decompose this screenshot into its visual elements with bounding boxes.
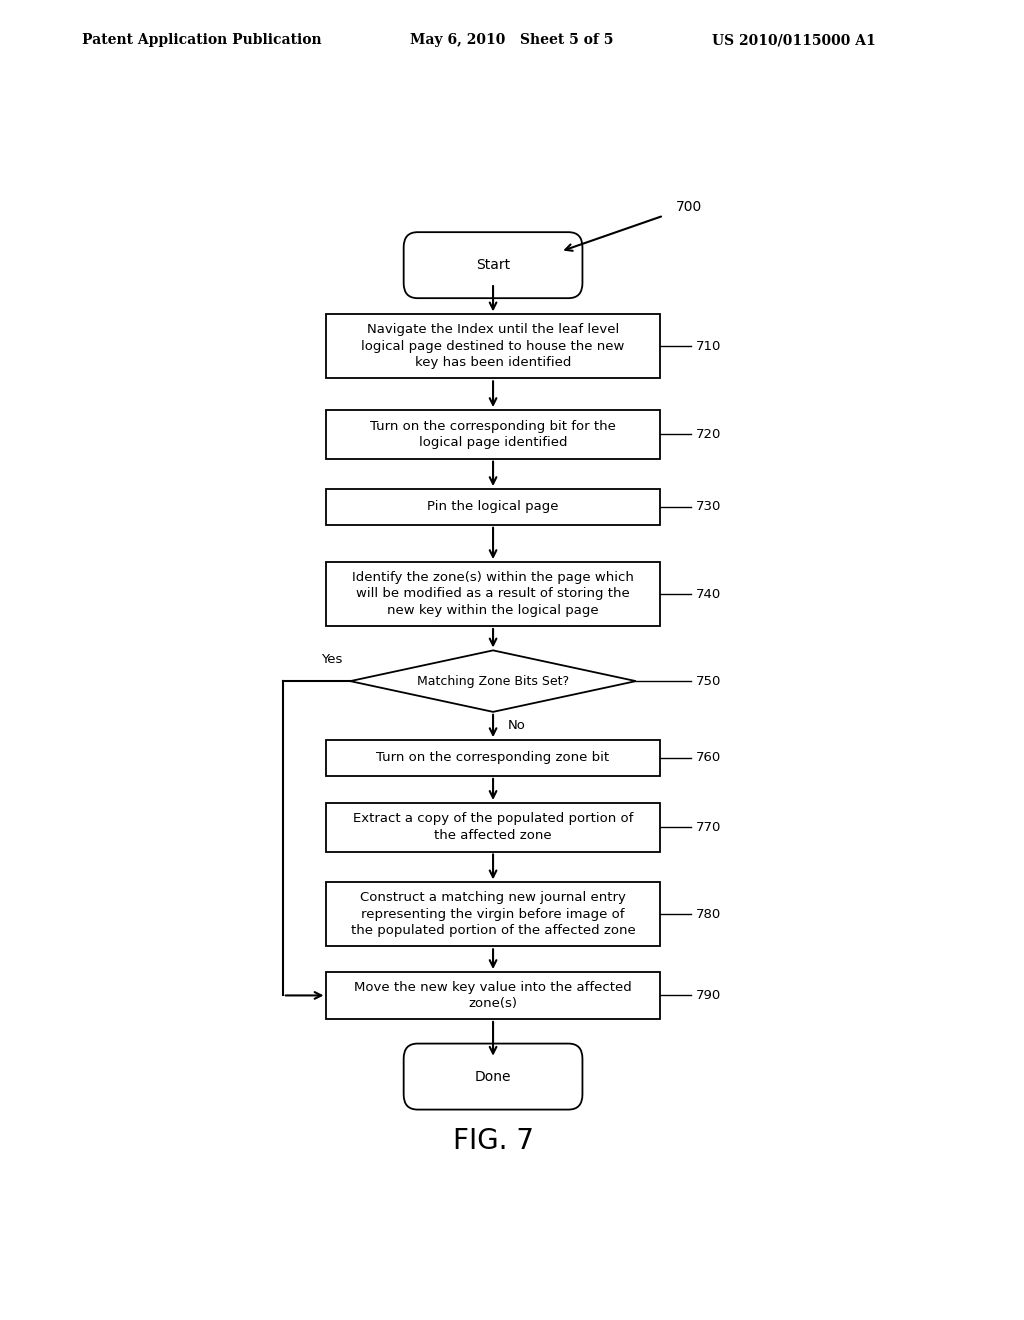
Bar xyxy=(327,488,659,525)
Text: 740: 740 xyxy=(695,587,721,601)
Bar xyxy=(327,803,659,851)
FancyBboxPatch shape xyxy=(403,232,583,298)
Text: 710: 710 xyxy=(695,339,721,352)
Text: 790: 790 xyxy=(695,989,721,1002)
Bar xyxy=(327,741,659,776)
Bar xyxy=(327,972,659,1019)
Text: US 2010/0115000 A1: US 2010/0115000 A1 xyxy=(712,33,876,48)
Text: Yes: Yes xyxy=(321,653,342,665)
Bar xyxy=(327,411,659,458)
Text: Matching Zone Bits Set?: Matching Zone Bits Set? xyxy=(417,675,569,688)
Text: Pin the logical page: Pin the logical page xyxy=(427,500,559,513)
Text: 730: 730 xyxy=(695,500,721,513)
Text: 770: 770 xyxy=(695,821,721,834)
Text: Move the new key value into the affected
zone(s): Move the new key value into the affected… xyxy=(354,981,632,1010)
Text: Extract a copy of the populated portion of
the affected zone: Extract a copy of the populated portion … xyxy=(353,812,633,842)
Text: Done: Done xyxy=(475,1069,511,1084)
Text: 760: 760 xyxy=(695,751,721,764)
Text: Patent Application Publication: Patent Application Publication xyxy=(82,33,322,48)
Text: Construct a matching new journal entry
representing the virgin before image of
t: Construct a matching new journal entry r… xyxy=(350,891,636,937)
Bar xyxy=(327,314,659,379)
Text: Start: Start xyxy=(476,259,510,272)
Text: FIG. 7: FIG. 7 xyxy=(453,1127,534,1155)
Text: Identify the zone(s) within the page which
will be modified as a result of stori: Identify the zone(s) within the page whi… xyxy=(352,572,634,616)
Text: Turn on the corresponding zone bit: Turn on the corresponding zone bit xyxy=(377,751,609,764)
Polygon shape xyxy=(350,651,636,711)
Text: 780: 780 xyxy=(695,908,721,921)
FancyBboxPatch shape xyxy=(403,1044,583,1110)
Text: 750: 750 xyxy=(695,675,721,688)
Bar xyxy=(327,562,659,626)
Text: May 6, 2010   Sheet 5 of 5: May 6, 2010 Sheet 5 of 5 xyxy=(410,33,613,48)
Text: 700: 700 xyxy=(676,201,701,214)
Text: Navigate the Index until the leaf level
logical page destined to house the new
k: Navigate the Index until the leaf level … xyxy=(361,323,625,370)
Text: No: No xyxy=(507,719,525,733)
Text: Turn on the corresponding bit for the
logical page identified: Turn on the corresponding bit for the lo… xyxy=(370,420,616,449)
Bar xyxy=(327,882,659,946)
Text: 720: 720 xyxy=(695,428,721,441)
